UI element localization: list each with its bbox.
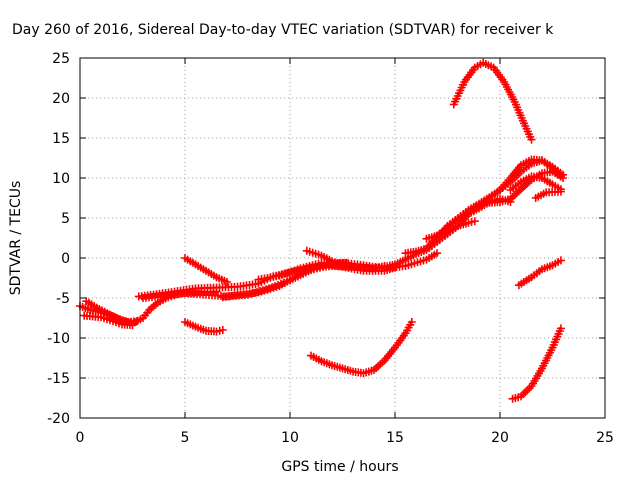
series-track <box>514 256 565 290</box>
x-tick-label: 15 <box>386 430 404 446</box>
y-tick-label: 5 <box>61 211 70 227</box>
x-tick-label: 25 <box>596 430 614 446</box>
data-point <box>342 262 351 270</box>
data-point <box>223 278 231 286</box>
series-track <box>449 58 536 144</box>
x-axis-label: GPS time / hours <box>281 459 398 475</box>
x-tick-label: 0 <box>76 430 85 446</box>
series-track <box>307 318 416 378</box>
series-line <box>452 61 533 141</box>
series-track <box>506 172 565 194</box>
x-tick-labels: 0 5 10 15 20 25 <box>76 430 614 446</box>
y-tick-label: -10 <box>47 331 70 347</box>
data-point <box>132 317 141 326</box>
y-tick-label: -15 <box>47 371 70 387</box>
x-tick-label: 10 <box>281 430 299 446</box>
data-point <box>128 321 137 330</box>
data-point <box>559 174 567 182</box>
y-axis-label: SDTVAR / TECUs <box>8 181 24 296</box>
series-track <box>181 318 227 336</box>
x-tick-label: 20 <box>491 430 509 446</box>
series-track <box>508 324 565 403</box>
series-layer <box>76 58 567 403</box>
y-tick-label: 20 <box>52 91 70 107</box>
series-track <box>531 187 565 202</box>
data-point <box>556 187 565 196</box>
series-track <box>302 246 351 270</box>
series-track <box>80 311 137 330</box>
data-point <box>433 249 441 258</box>
y-tick-label: 0 <box>61 251 70 267</box>
series-track <box>82 297 141 326</box>
y-tick-label: -20 <box>47 411 70 427</box>
data-point <box>407 318 416 326</box>
series-track <box>433 155 565 240</box>
plot-frame <box>79 57 606 419</box>
data-point <box>527 135 536 144</box>
y-tick-label: -5 <box>56 291 70 307</box>
data-point <box>470 217 479 226</box>
axis-ticks <box>79 57 606 419</box>
series-track <box>181 254 231 286</box>
y-tick-label: 10 <box>52 171 70 187</box>
chart-title: Day 260 of 2016, Sidereal Day-to-day VTE… <box>12 22 554 38</box>
y-tick-labels: -20 -15 -10 -5 0 5 10 15 20 25 <box>47 51 70 427</box>
data-point <box>218 326 227 334</box>
data-point <box>556 324 565 333</box>
grid-lines <box>80 58 605 418</box>
series-track <box>218 249 441 302</box>
y-tick-label: 25 <box>52 51 70 67</box>
data-point <box>556 256 565 265</box>
y-tick-label: 15 <box>52 131 70 147</box>
series-track <box>254 258 399 284</box>
x-tick-label: 5 <box>181 430 190 446</box>
